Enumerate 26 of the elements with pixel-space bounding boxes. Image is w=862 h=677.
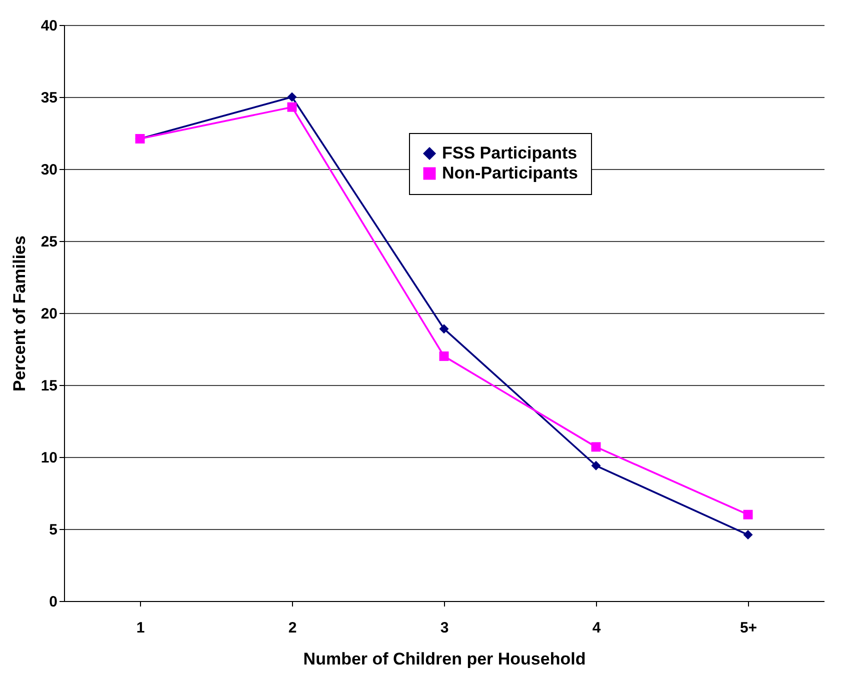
legend-label: FSS Participants <box>442 144 578 162</box>
x-tick-label: 5+ <box>740 620 758 636</box>
y-tick-label: 0 <box>49 594 58 610</box>
point <box>591 460 601 470</box>
x-tick-label: 4 <box>592 620 602 636</box>
x-axis-title: Number of Children per Household <box>303 650 586 668</box>
x-tick-label: 3 <box>440 620 449 636</box>
point <box>439 351 449 361</box>
legend-label: Non-Participants <box>442 164 578 182</box>
y-tick-label: 10 <box>40 450 58 466</box>
point <box>743 510 753 520</box>
x-tick-label: 1 <box>136 620 145 636</box>
y-tick-label: 20 <box>40 306 58 322</box>
y-tick-label: 15 <box>40 378 58 394</box>
y-axis-title: Percent of Families <box>10 236 29 392</box>
point <box>287 102 297 112</box>
y-tick-label: 5 <box>49 522 58 538</box>
y-tick-label: 30 <box>40 162 58 178</box>
point <box>287 92 297 102</box>
point <box>743 530 753 540</box>
point <box>439 324 449 334</box>
y-tick-label: 40 <box>40 18 58 34</box>
point <box>591 442 601 452</box>
y-tick-label: 35 <box>40 90 58 106</box>
y-tick-label: 25 <box>40 234 58 250</box>
x-tick-label: 2 <box>288 620 297 636</box>
